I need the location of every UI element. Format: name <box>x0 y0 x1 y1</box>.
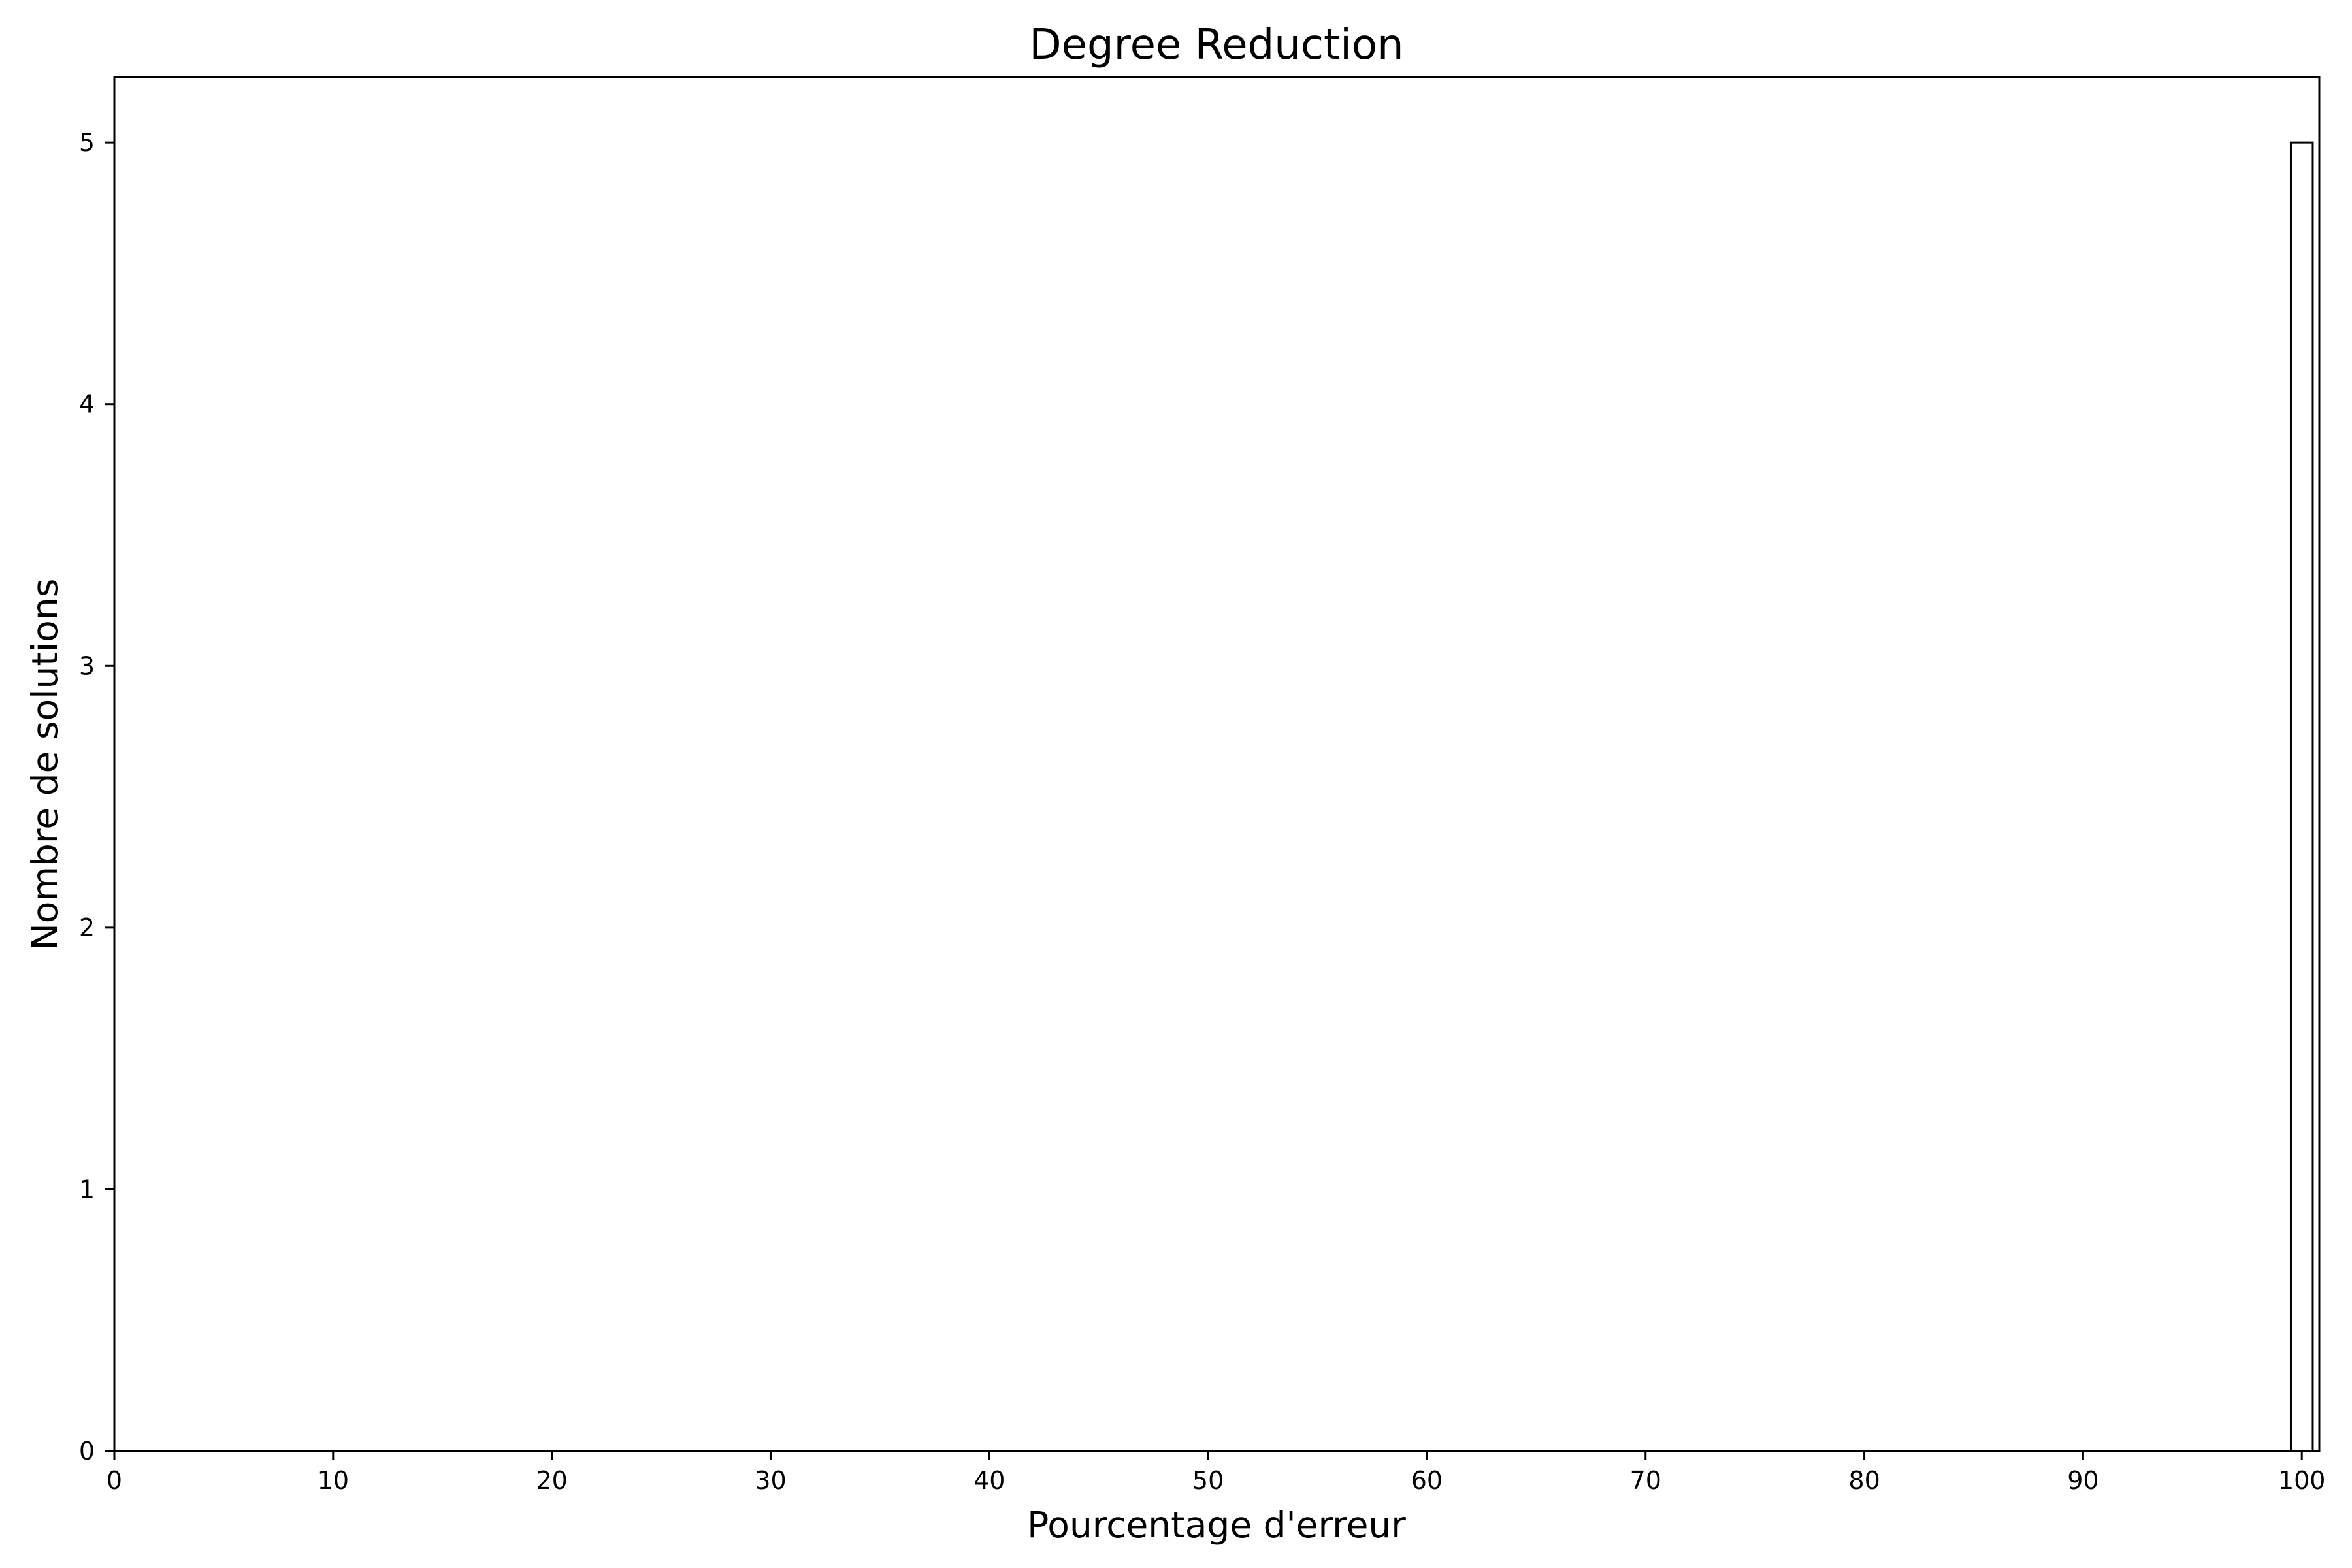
plot-frame <box>113 76 2321 1452</box>
x-tick-label: 60 <box>1411 1466 1443 1495</box>
histogram-bar <box>2289 141 2314 1452</box>
x-tick-label: 100 <box>2278 1466 2326 1495</box>
x-axis-label: Pourcentage d'erreur <box>1027 1504 1406 1546</box>
x-axis-ticks: 0 10 20 30 40 50 60 70 80 90 100 <box>106 1451 2326 1495</box>
y-tick-label: 4 <box>79 390 95 419</box>
x-tick-label: 50 <box>1192 1466 1224 1495</box>
y-tick-label: 1 <box>79 1175 95 1203</box>
y-tick-label: 2 <box>79 913 95 942</box>
bars-layer <box>2289 141 2314 1452</box>
chart-title: Degree Reduction <box>1029 21 1403 69</box>
x-tick-label: 40 <box>973 1466 1005 1495</box>
x-tick-label: 30 <box>755 1466 786 1495</box>
y-tick-label: 5 <box>79 128 95 157</box>
x-tick-label: 0 <box>106 1466 122 1495</box>
x-tick-label: 20 <box>536 1466 567 1495</box>
x-tick-label: 80 <box>1848 1466 1880 1495</box>
y-axis-ticks: 0 1 2 3 4 5 <box>79 128 114 1465</box>
y-tick-label: 3 <box>79 651 95 680</box>
x-tick-label: 90 <box>2067 1466 2099 1495</box>
x-tick-label: 70 <box>1630 1466 1661 1495</box>
y-tick-label: 0 <box>79 1437 95 1465</box>
x-tick-label: 10 <box>318 1466 349 1495</box>
y-axis-label: Nombre de solutions <box>24 579 66 951</box>
